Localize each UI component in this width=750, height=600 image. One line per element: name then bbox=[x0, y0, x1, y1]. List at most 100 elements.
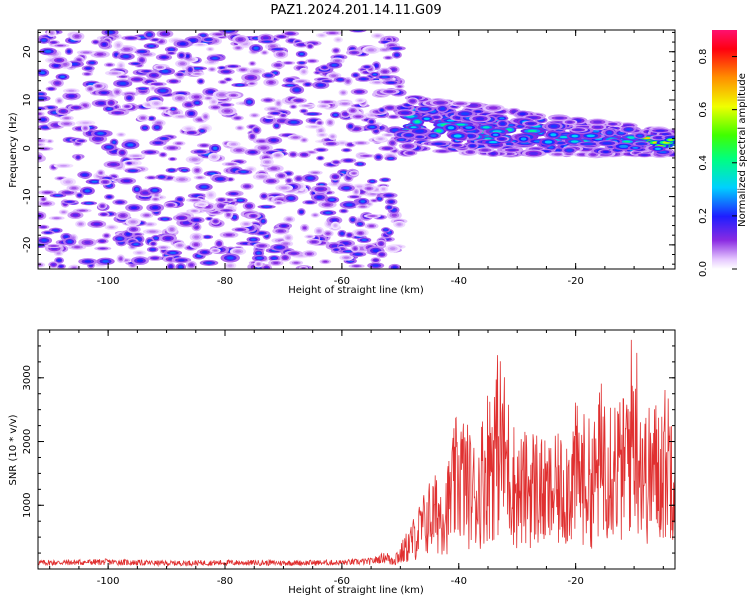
spectrogram-cell bbox=[194, 235, 199, 239]
spectrogram-ylabel: Frequency (Hz) bbox=[8, 112, 19, 188]
spectrogram-cell bbox=[217, 177, 224, 181]
spectrogram-cell bbox=[519, 112, 526, 116]
snr-series-line bbox=[38, 339, 675, 568]
spectrogram-cell bbox=[301, 153, 307, 156]
x-tick-label: -80 bbox=[217, 576, 233, 587]
spectrogram-cell bbox=[356, 185, 363, 188]
spectrogram-cell bbox=[120, 151, 125, 155]
spectrogram-cell bbox=[195, 168, 200, 172]
spectrogram-cell bbox=[159, 89, 167, 93]
spectrogram-cell bbox=[109, 226, 114, 229]
spectrogram-cell bbox=[144, 214, 150, 217]
spectrogram-cell bbox=[367, 203, 371, 205]
spectrogram-cell bbox=[262, 36, 269, 40]
spectrogram-cell bbox=[151, 242, 155, 245]
spectrogram-cell bbox=[228, 178, 232, 181]
spectrogram-cell bbox=[306, 252, 313, 256]
spectrogram-cell bbox=[246, 204, 252, 208]
spectrogram-cell bbox=[415, 129, 425, 133]
spectrogram-cell bbox=[527, 122, 535, 125]
spectrogram-cell bbox=[439, 107, 446, 111]
spectrogram-cell bbox=[57, 44, 64, 47]
spectrogram-cell bbox=[235, 250, 241, 253]
spectrogram-cell bbox=[49, 31, 54, 35]
spectrogram-cell bbox=[289, 39, 294, 42]
spectrogram-cell bbox=[372, 199, 376, 202]
spectrogram-cell bbox=[456, 123, 466, 126]
spectrogram-cell bbox=[382, 70, 388, 73]
spectrogram-cell bbox=[66, 201, 73, 203]
spectrogram-cell bbox=[317, 83, 324, 87]
spectrogram-cell bbox=[233, 215, 237, 219]
spectrogram-cell bbox=[291, 153, 295, 156]
spectrogram-cell bbox=[266, 74, 271, 77]
spectrogram-cell bbox=[96, 53, 104, 56]
spectrogram-cell bbox=[387, 106, 393, 110]
spectrogram-cell bbox=[270, 138, 277, 142]
colorbar: 0.0 0.2 0.4 0.6 0.8 Normalized spectral ampl… bbox=[698, 30, 748, 277]
spectrogram-cell bbox=[326, 232, 330, 235]
spectrogram-cell bbox=[42, 198, 45, 201]
spectrogram-cell bbox=[602, 150, 609, 153]
spectrogram-cell bbox=[369, 215, 376, 217]
spectrogram-cell bbox=[299, 210, 303, 214]
spectrogram-cell bbox=[125, 232, 131, 236]
spectrogram-cell bbox=[65, 180, 71, 184]
spectrogram-cell bbox=[667, 138, 673, 141]
spectrogram-cell bbox=[82, 51, 90, 54]
spectrogram-cell bbox=[136, 259, 144, 263]
spectrogram-cell bbox=[62, 62, 68, 66]
spectrogram-cell bbox=[117, 201, 123, 204]
spectrogram-cell bbox=[122, 55, 129, 58]
spectrogram-cell bbox=[226, 213, 231, 217]
spectrogram-cell bbox=[353, 127, 360, 131]
spectrogram-cell bbox=[348, 124, 352, 128]
spectrogram-cell bbox=[178, 198, 182, 201]
spectrogram-cell bbox=[201, 34, 206, 37]
spectrogram-cell bbox=[550, 133, 557, 137]
spectrogram-cell bbox=[188, 68, 192, 72]
spectrogram-cell bbox=[218, 93, 226, 97]
spectrogram-cell bbox=[348, 143, 353, 146]
spectrogram-cell bbox=[380, 109, 384, 112]
spectrogram-cell bbox=[279, 119, 286, 123]
spectrogram-heatmap bbox=[38, 30, 675, 269]
spectrogram-cell bbox=[324, 80, 330, 82]
spectrogram-cell bbox=[147, 151, 154, 154]
spectrogram-cell bbox=[270, 167, 278, 170]
spectrogram-cell bbox=[235, 160, 242, 163]
spectrogram-cell bbox=[212, 57, 218, 60]
spectrogram-cell bbox=[359, 190, 364, 194]
spectrogram-cell bbox=[171, 80, 177, 83]
spectrogram-cell bbox=[247, 100, 252, 104]
spectrogram-cell bbox=[388, 157, 393, 160]
spectrogram-cell bbox=[249, 151, 256, 154]
spectrogram-cell bbox=[358, 231, 363, 235]
spectrogram-cell bbox=[57, 99, 61, 103]
spectrogram-cell bbox=[253, 37, 259, 40]
spectrogram-cell bbox=[252, 114, 257, 117]
spectrogram-cell bbox=[189, 263, 194, 267]
spectrogram-cell bbox=[247, 76, 255, 80]
spectrogram-cell bbox=[307, 235, 312, 238]
spectrogram-cell bbox=[370, 180, 375, 183]
spectrogram-cell bbox=[433, 116, 439, 119]
spectrogram-cell bbox=[323, 260, 328, 263]
spectrogram-cell bbox=[345, 159, 352, 162]
spectrogram-cell bbox=[268, 80, 274, 84]
spectrogram-cell bbox=[179, 54, 184, 57]
spectrogram-cell bbox=[405, 133, 412, 137]
spectrogram-cell bbox=[392, 128, 399, 132]
spectrogram-cell bbox=[100, 204, 105, 208]
spectrogram-cell bbox=[627, 136, 635, 140]
spectrogram-cell bbox=[86, 202, 92, 204]
spectrogram-cell bbox=[160, 246, 166, 249]
spectrogram-cell bbox=[135, 233, 140, 236]
spectrogram-cell bbox=[201, 185, 208, 189]
spectrogram-cell bbox=[379, 242, 383, 245]
y-tick-label: 1000 bbox=[22, 493, 33, 518]
spectrogram-cell bbox=[360, 205, 366, 208]
spectrogram-cell bbox=[204, 115, 208, 119]
spectrogram-cell bbox=[142, 191, 149, 195]
spectrogram-cell bbox=[258, 232, 265, 235]
